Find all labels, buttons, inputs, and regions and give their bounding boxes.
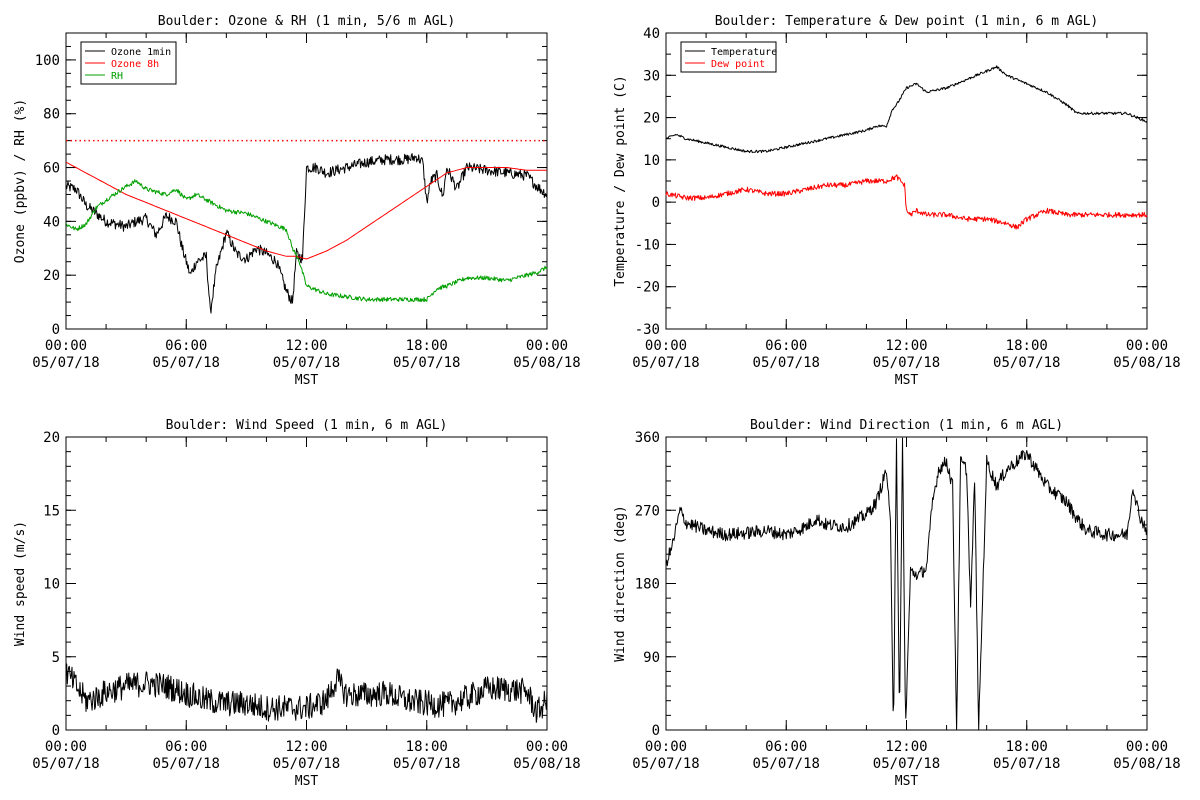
x-tick-label-time: 00:00: [645, 739, 687, 755]
x-tick-label-time: 12:00: [285, 338, 327, 354]
y-tick-label: 60: [43, 161, 60, 177]
x-tick-label-time: 06:00: [165, 338, 207, 354]
x-tick-label-date: 05/08/18: [1113, 756, 1180, 772]
x-axis-label: MST: [295, 774, 319, 789]
series-line-dew-point: [665, 174, 1148, 230]
legend-entry: Ozone 8h: [111, 59, 159, 70]
legend-entry: Dew point: [711, 59, 765, 70]
x-tick-label-time: 00:00: [1126, 739, 1168, 755]
y-tick-label: 90: [643, 650, 660, 666]
x-tick-label-date: 05/07/18: [873, 756, 940, 772]
y-tick-label: 100: [35, 53, 60, 69]
y-tick-label: 0: [52, 723, 60, 739]
x-tick-label-date: 05/07/18: [993, 756, 1060, 772]
y-tick-label: 40: [43, 214, 60, 230]
x-tick-label-date: 05/07/18: [753, 756, 820, 772]
chart-title: Boulder: Wind Speed (1 min, 6 m AGL): [166, 418, 448, 433]
y-axis-label: Wind direction (deg): [613, 505, 628, 662]
y-tick-label: 10: [643, 153, 660, 169]
x-tick-label-time: 06:00: [165, 739, 207, 755]
y-tick-label: 15: [43, 503, 60, 519]
y-tick-label: 20: [643, 111, 660, 127]
series-line-ozone-1min: [65, 153, 548, 314]
x-tick-label-time: 12:00: [885, 338, 927, 354]
legend-entry: RH: [111, 71, 123, 82]
x-tick-label-date: 05/07/18: [393, 756, 460, 772]
y-tick-label: 360: [635, 430, 660, 446]
x-tick-label-date: 05/07/18: [393, 355, 460, 371]
x-tick-label-time: 18:00: [406, 739, 448, 755]
x-tick-label-time: 18:00: [1006, 739, 1048, 755]
y-axis-label: Wind speed (m/s): [13, 521, 28, 646]
y-axis-label: Ozone (ppbv) / RH (%): [13, 99, 28, 263]
y-tick-label: 40: [643, 26, 660, 42]
y-tick-label: 0: [52, 322, 60, 338]
x-tick-label-date: 05/08/18: [513, 355, 580, 371]
x-tick-label-date: 05/07/18: [273, 355, 340, 371]
x-tick-label-date: 05/07/18: [273, 756, 340, 772]
plot-frame: [665, 32, 1148, 330]
y-tick-label: 30: [643, 68, 660, 84]
x-tick-label-date: 05/07/18: [993, 355, 1060, 371]
y-axis-label: Temperature / Dew point (C): [613, 75, 628, 286]
y-tick-label: -10: [635, 237, 660, 253]
x-tick-label-time: 12:00: [885, 739, 927, 755]
x-tick-label-time: 00:00: [45, 739, 87, 755]
series-line-series: [665, 437, 1148, 731]
x-tick-label-time: 12:00: [285, 739, 327, 755]
x-tick-label-date: 05/07/18: [32, 355, 99, 371]
series-line-rh: [65, 179, 548, 302]
legend-box: [680, 41, 777, 73]
x-tick-label-time: 00:00: [526, 739, 568, 755]
series-line-temperature: [665, 65, 1148, 154]
x-tick-label-time: 06:00: [765, 338, 807, 354]
x-tick-label-date: 05/08/18: [1113, 355, 1180, 371]
chart-title: Boulder: Ozone & RH (1 min, 5/6 m AGL): [158, 14, 455, 29]
y-tick-label: -30: [635, 322, 660, 338]
x-tick-label-time: 00:00: [526, 338, 568, 354]
legend-entry: Ozone 1min: [111, 47, 171, 58]
x-tick-label-date: 05/07/18: [753, 355, 820, 371]
y-tick-label: 10: [43, 577, 60, 593]
series-line-series: [65, 663, 548, 723]
x-tick-label-date: 05/07/18: [32, 756, 99, 772]
x-axis-label: MST: [895, 774, 919, 789]
x-tick-label-time: 00:00: [645, 338, 687, 354]
series-line-ozone-8h: [65, 161, 547, 260]
x-tick-label-date: 05/07/18: [153, 756, 220, 772]
chart-panel-temperature: Boulder: Temperature & Dew point (1 min,…: [613, 14, 1181, 388]
y-tick-label: 180: [635, 577, 660, 593]
legend-entry: Temperature: [711, 47, 777, 58]
y-tick-label: 20: [43, 268, 60, 284]
chart-panel-wind_speed: Boulder: Wind Speed (1 min, 6 m AGL) 0 5 10…: [13, 418, 581, 789]
x-tick-label-time: 00:00: [45, 338, 87, 354]
x-axis-label: MST: [295, 373, 319, 388]
y-tick-label: -20: [635, 280, 660, 296]
chart-title: Boulder: Wind Direction (1 min, 6 m AGL): [750, 418, 1063, 433]
y-tick-label: 5: [52, 650, 60, 666]
y-tick-label: 270: [635, 503, 660, 519]
y-tick-label: 80: [43, 107, 60, 123]
x-tick-label-time: 06:00: [765, 739, 807, 755]
y-tick-label: 0: [652, 195, 660, 211]
y-tick-label: 20: [43, 430, 60, 446]
x-tick-label-date: 05/07/18: [632, 756, 699, 772]
chart-panel-wind_direction: Boulder: Wind Direction (1 min, 6 m AGL)…: [613, 418, 1181, 789]
x-tick-label-time: 18:00: [406, 338, 448, 354]
x-tick-label-date: 05/07/18: [873, 355, 940, 371]
chart-title: Boulder: Temperature & Dew point (1 min,…: [715, 14, 1099, 29]
x-axis-label: MST: [895, 373, 919, 388]
x-tick-label-time: 00:00: [1126, 338, 1168, 354]
x-tick-label-date: 05/08/18: [513, 756, 580, 772]
chart-panel-ozone: Boulder: Ozone & RH (1 min, 5/6 m AGL) 0 2…: [13, 14, 581, 388]
x-tick-label-date: 05/07/18: [632, 355, 699, 371]
x-tick-label-time: 18:00: [1006, 338, 1048, 354]
x-tick-label-date: 05/07/18: [153, 355, 220, 371]
y-tick-label: 0: [652, 723, 660, 739]
